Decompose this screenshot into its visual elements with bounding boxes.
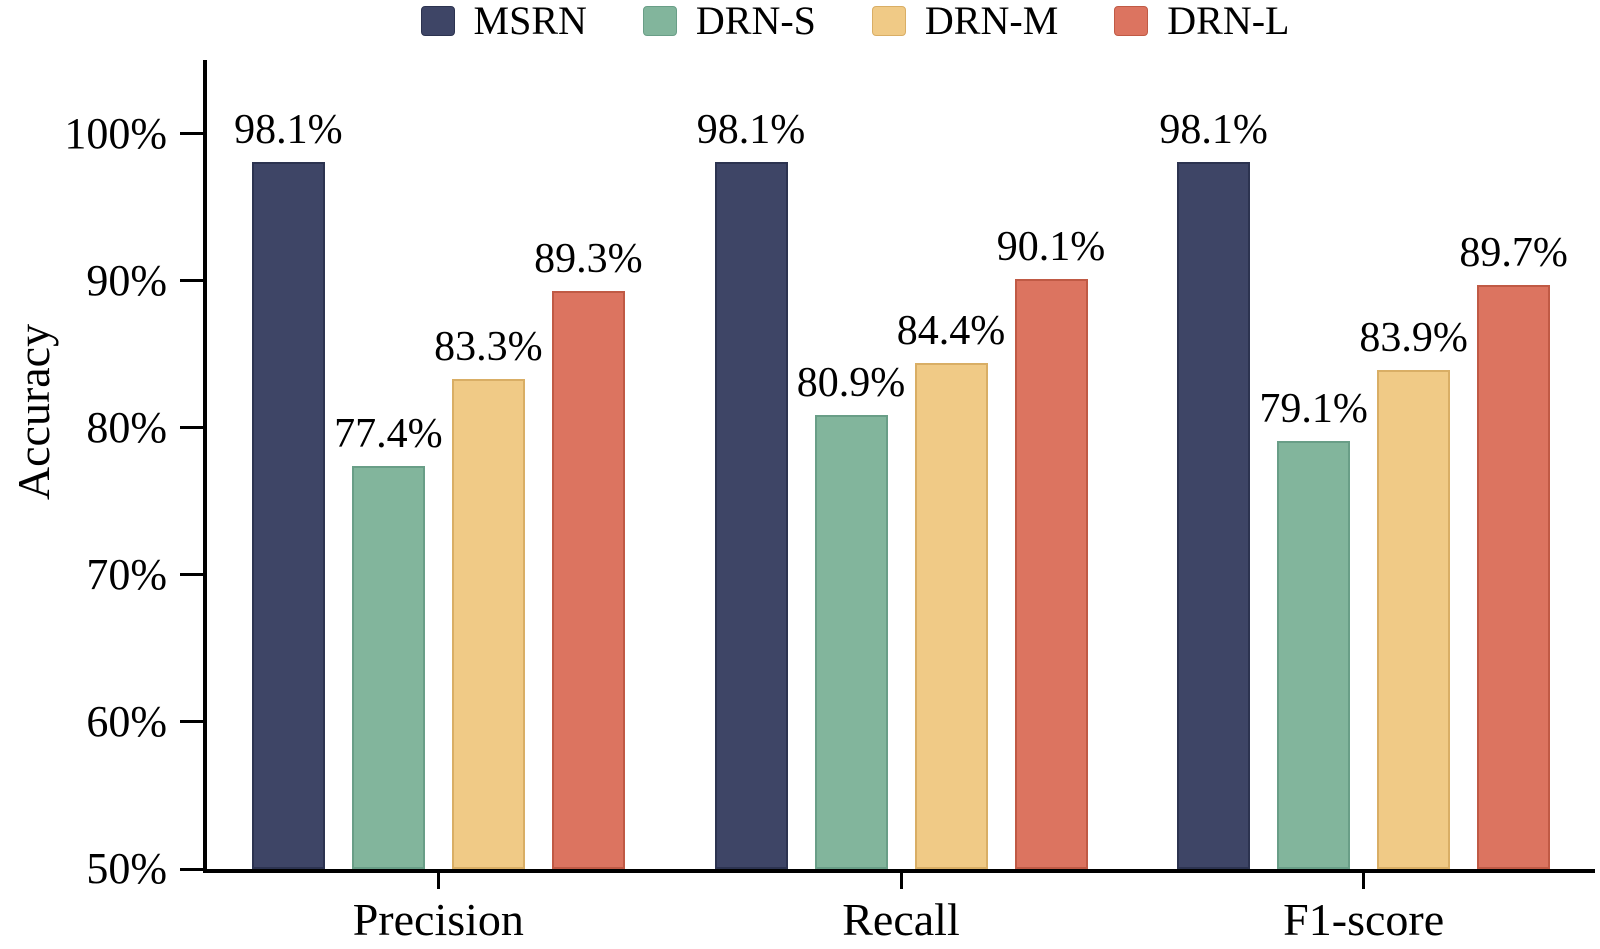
y-tick-80 bbox=[180, 426, 207, 430]
legend-item-drn-s: DRN-S bbox=[642, 0, 816, 43]
bar-drn-s-2 bbox=[1277, 440, 1351, 869]
bar-msrn-1 bbox=[714, 161, 788, 869]
bar-drn-s-0 bbox=[351, 465, 425, 869]
y-tick-60 bbox=[180, 720, 207, 724]
legend-swatch-drn-s bbox=[642, 6, 677, 36]
bar-drn-s-1 bbox=[814, 414, 888, 869]
bar-value-msrn-1: 98.1% bbox=[696, 106, 806, 153]
bar-value-drn-m-0: 83.3% bbox=[434, 324, 543, 371]
bar-value-drn-m-1: 84.4% bbox=[896, 308, 1006, 355]
legend-label-drn-s: DRN-S bbox=[695, 0, 816, 43]
bar-drn-l-2 bbox=[1477, 285, 1551, 869]
x-tick-recall bbox=[899, 869, 903, 889]
y-tick-label-90: 90% bbox=[86, 255, 167, 305]
x-tick-label-f1-score: F1-score bbox=[1283, 894, 1445, 945]
chart-legend: MSRN DRN-S DRN-M DRN-L bbox=[0, 0, 1600, 42]
legend-swatch-drn-m bbox=[871, 6, 906, 36]
y-tick-label-80: 80% bbox=[86, 402, 167, 452]
bar-msrn-0 bbox=[251, 161, 325, 869]
x-tick-f1-score bbox=[1362, 869, 1366, 889]
legend-label-drn-m: DRN-M bbox=[924, 0, 1059, 43]
x-tick-label-recall: Recall bbox=[842, 894, 960, 945]
y-tick-label-50: 50% bbox=[86, 844, 167, 893]
legend-label-msrn: MSRN bbox=[473, 0, 587, 43]
y-tick-50 bbox=[180, 867, 207, 871]
bar-value-drn-s-1: 80.9% bbox=[796, 359, 906, 406]
bar-value-drn-l-1: 90.1% bbox=[996, 224, 1106, 271]
legend-item-msrn: MSRN bbox=[420, 0, 587, 43]
legend-swatch-drn-l bbox=[1114, 6, 1149, 36]
plot-area: 100% 90% 80% 70% 60% 50% Precision Recall F1-sco… bbox=[64, 60, 1595, 943]
x-tick-precision bbox=[436, 869, 440, 889]
legend-swatch-msrn bbox=[420, 6, 455, 36]
bar-msrn-2 bbox=[1177, 161, 1251, 869]
y-tick-100 bbox=[180, 132, 207, 136]
bar-value-drn-s-0: 77.4% bbox=[334, 410, 443, 457]
bar-drn-l-1 bbox=[1014, 279, 1088, 869]
y-tick-90 bbox=[180, 279, 207, 283]
bar-value-drn-l-2: 89.7% bbox=[1459, 230, 1568, 277]
bar-value-drn-l-0: 89.3% bbox=[534, 235, 643, 282]
bar-value-drn-s-2: 79.1% bbox=[1259, 385, 1368, 432]
y-tick-label-60: 60% bbox=[86, 696, 167, 746]
legend-item-drn-l: DRN-L bbox=[1114, 1, 1289, 41]
y-tick-70 bbox=[180, 573, 207, 577]
bar-value-msrn-0: 98.1% bbox=[234, 106, 343, 153]
bar-drn-l-0 bbox=[551, 290, 625, 869]
bar-drn-m-0 bbox=[451, 379, 525, 869]
y-tick-label-70: 70% bbox=[86, 549, 167, 599]
bar-value-msrn-2: 98.1% bbox=[1159, 106, 1268, 153]
bar-value-drn-m-2: 83.9% bbox=[1359, 315, 1468, 362]
bar-drn-m-2 bbox=[1377, 370, 1451, 869]
y-tick-label-100: 100% bbox=[64, 108, 167, 158]
legend-item-drn-m: DRN-M bbox=[871, 0, 1059, 43]
bar-drn-m-1 bbox=[914, 363, 988, 869]
x-tick-label-precision: Precision bbox=[352, 894, 524, 945]
legend-label-drn-l: DRN-L bbox=[1167, 0, 1290, 43]
